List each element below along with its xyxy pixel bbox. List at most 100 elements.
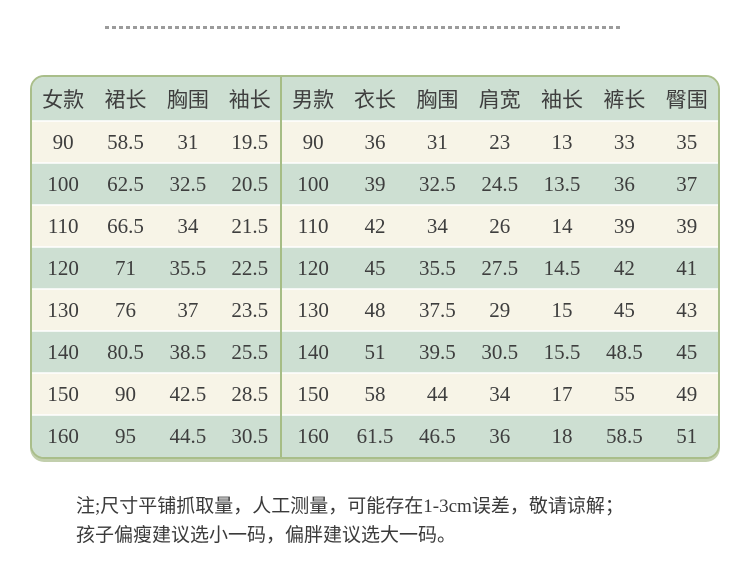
- table-cell: 37: [655, 162, 718, 205]
- column-header: 胸围: [166, 87, 209, 112]
- column-header: 女款: [42, 87, 85, 112]
- column-header: 胸围: [416, 87, 459, 112]
- table-cell: 42.5: [156, 372, 220, 415]
- table-cell: 34: [406, 204, 469, 247]
- table-cell: 80.5: [94, 330, 157, 373]
- table-cell: 45: [655, 330, 718, 373]
- table-cell: 15: [530, 288, 594, 331]
- table-cell: 25.5: [219, 330, 282, 373]
- table-cell: 49: [655, 372, 718, 415]
- measurement-note: 注;尺寸平铺抓取量，人工测量，可能存在1-3cm误差，敬请谅解； 孩子偏瘦建议选…: [76, 492, 624, 550]
- table-cell: 39: [593, 204, 656, 247]
- table-row: 140 80.5 38.5 25.5 140 51 39.5 30.5 15.5 48.5 45: [32, 330, 718, 373]
- size-table-head: 女款 裙长 胸围 袖长 男款 衣长 胸围 肩宽 袖长 裤长 臀围: [32, 77, 718, 121]
- table-cell: 140: [280, 330, 344, 373]
- table-cell: 45: [343, 246, 407, 289]
- table-cell: 36: [593, 162, 656, 205]
- table-cell: 30.5: [468, 330, 531, 373]
- table-cell: 110: [32, 204, 95, 247]
- table-cell: 140: [32, 330, 95, 373]
- table-cell: 100: [280, 162, 344, 205]
- table-cell: 160: [280, 414, 344, 457]
- table-row: 120 71 35.5 22.5 120 45 35.5 27.5 14.5 42 41: [32, 246, 718, 289]
- table-cell: 31: [156, 120, 220, 163]
- table-cell: 58.5: [94, 120, 157, 163]
- table-row: 110 66.5 34 21.5 110 42 34 26 14 39 39: [32, 204, 718, 247]
- table-cell: 24.5: [468, 162, 531, 205]
- table-cell: 15.5: [530, 330, 594, 373]
- table-cell: 44: [406, 372, 469, 415]
- table-cell: 30.5: [219, 414, 282, 457]
- table-cell: 41: [655, 246, 718, 289]
- dashed-separator-line: [105, 26, 623, 29]
- table-cell: 36: [468, 414, 531, 457]
- table-cell: 37: [156, 288, 220, 331]
- table-cell: 27.5: [468, 246, 531, 289]
- table-cell: 13.5: [530, 162, 594, 205]
- table-cell: 17: [530, 372, 594, 415]
- table-cell: 36: [343, 120, 407, 163]
- table-cell: 90: [94, 372, 157, 415]
- table-cell: 39: [655, 204, 718, 247]
- table-cell: 22.5: [219, 246, 282, 289]
- table-cell: 150: [32, 372, 95, 415]
- table-cell: 38.5: [156, 330, 220, 373]
- table-cell: 31: [406, 120, 469, 163]
- table-cell: 90: [32, 120, 95, 163]
- size-table-grid: 女款 裙长 胸围 袖长 男款 衣长 胸围 肩宽 袖长 裤长 臀围 90 58.5 31 19.5 90 36 3…: [32, 77, 718, 457]
- table-row: 130 76 37 23.5 130 48 37.5 29 15 45 43: [32, 288, 718, 331]
- table-cell: 130: [32, 288, 95, 331]
- table-cell: 28.5: [219, 372, 282, 415]
- table-cell: 44.5: [156, 414, 220, 457]
- table-cell: 110: [280, 204, 344, 247]
- table-cell: 51: [343, 330, 407, 373]
- table-cell: 19.5: [219, 120, 282, 163]
- table-cell: 45: [593, 288, 656, 331]
- table-cell: 150: [280, 372, 344, 415]
- table-cell: 13: [530, 120, 594, 163]
- table-cell: 26: [468, 204, 531, 247]
- table-cell: 35.5: [406, 246, 469, 289]
- table-cell: 23.5: [219, 288, 282, 331]
- table-cell: 95: [94, 414, 157, 457]
- table-cell: 48: [343, 288, 407, 331]
- size-table: 女款 裙长 胸围 袖长 男款 衣长 胸围 肩宽 袖长 裤长 臀围 90 58.5 31 19.5 90 36 3…: [30, 75, 720, 459]
- size-table-header-row: 女款 裙长 胸围 袖长 男款 衣长 胸围 肩宽 袖长 裤长 臀围: [32, 77, 718, 121]
- column-header: 袖长: [541, 87, 584, 112]
- table-cell: 29: [468, 288, 531, 331]
- column-header: 袖长: [228, 87, 271, 112]
- table-cell: 46.5: [406, 414, 469, 457]
- table-cell: 20.5: [219, 162, 282, 205]
- table-cell: 90: [280, 120, 344, 163]
- size-table-body: 90 58.5 31 19.5 90 36 31 23 13 33 35 100 62.5 32.5 20.…: [32, 120, 718, 457]
- table-cell: 55: [593, 372, 656, 415]
- table-cell: 35: [655, 120, 718, 163]
- table-cell: 130: [280, 288, 344, 331]
- table-cell: 58: [343, 372, 407, 415]
- table-row: 100 62.5 32.5 20.5 100 39 32.5 24.5 13.5 36 37: [32, 162, 718, 205]
- column-header: 肩宽: [478, 87, 521, 112]
- table-cell: 34: [468, 372, 531, 415]
- table-cell: 34: [156, 204, 220, 247]
- table-cell: 32.5: [156, 162, 220, 205]
- column-header: 男款: [280, 77, 344, 121]
- table-cell: 43: [655, 288, 718, 331]
- table-cell: 71: [94, 246, 157, 289]
- table-cell: 42: [593, 246, 656, 289]
- table-row: 150 90 42.5 28.5 150 58 44 34 17 55 49: [32, 372, 718, 415]
- table-cell: 37.5: [406, 288, 469, 331]
- column-header: 衣长: [353, 87, 396, 112]
- table-cell: 76: [94, 288, 157, 331]
- table-cell: 14.5: [530, 246, 594, 289]
- table-cell: 39.5: [406, 330, 469, 373]
- table-cell: 35.5: [156, 246, 220, 289]
- table-cell: 51: [655, 414, 718, 457]
- table-cell: 120: [32, 246, 95, 289]
- table-cell: 58.5: [593, 414, 656, 457]
- column-header: 裤长: [603, 87, 646, 112]
- table-cell: 42: [343, 204, 407, 247]
- table-cell: 62.5: [94, 162, 157, 205]
- table-cell: 18: [530, 414, 594, 457]
- table-cell: 120: [280, 246, 344, 289]
